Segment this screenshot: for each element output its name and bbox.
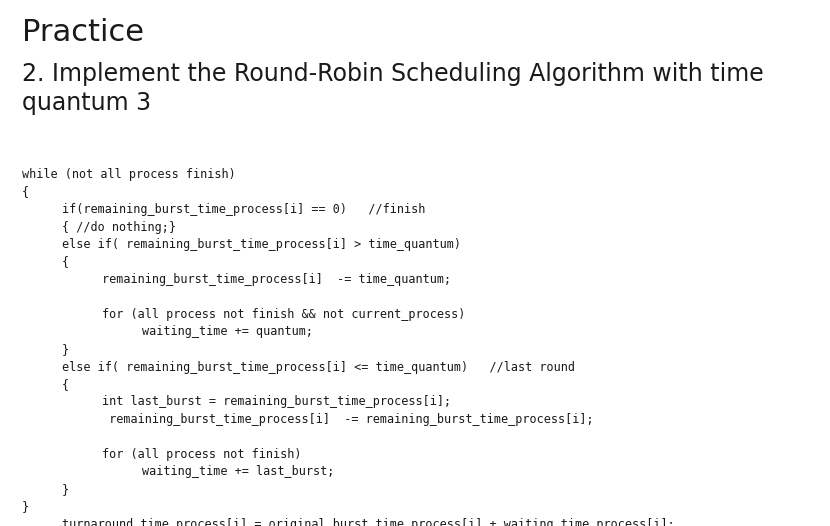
Text: remaining_burst_time_process[i]  -= remaining_burst_time_process[i];: remaining_burst_time_process[i] -= remai… (102, 413, 593, 426)
Text: for (all process not finish): for (all process not finish) (102, 448, 301, 461)
Text: for (all process not finish && not current_process): for (all process not finish && not curre… (102, 308, 466, 321)
Text: }: } (62, 483, 69, 496)
Text: int last_burst = remaining_burst_time_process[i];: int last_burst = remaining_burst_time_pr… (102, 396, 452, 409)
Text: waiting_time += last_burst;: waiting_time += last_burst; (142, 466, 334, 479)
Text: else if( remaining_burst_time_process[i] > time_quantum): else if( remaining_burst_time_process[i]… (62, 238, 461, 251)
Text: {: { (62, 256, 69, 268)
Text: Practice: Practice (22, 18, 144, 47)
Text: }: } (62, 343, 69, 356)
Text: else if( remaining_burst_time_process[i] <= time_quantum)   //last round: else if( remaining_burst_time_process[i]… (62, 360, 575, 373)
Text: { //do nothing;}: { //do nothing;} (62, 220, 176, 234)
Text: 2. Implement the Round-Robin Scheduling Algorithm with time
quantum 3: 2. Implement the Round-Robin Scheduling … (22, 62, 764, 115)
Text: while (not all process finish): while (not all process finish) (22, 168, 236, 181)
Text: {: { (22, 186, 29, 198)
Text: remaining_burst_time_process[i]  -= time_quantum;: remaining_burst_time_process[i] -= time_… (102, 273, 452, 286)
Text: waiting_time += quantum;: waiting_time += quantum; (142, 326, 313, 339)
Text: if(remaining_burst_time_process[i] == 0)   //finish: if(remaining_burst_time_process[i] == 0)… (62, 203, 425, 216)
Text: }: } (22, 501, 29, 513)
Text: {: { (62, 378, 69, 391)
Text: turnaround_time_process[i] = original_burst_time_process[i] + waiting_time_proce: turnaround_time_process[i] = original_bu… (62, 518, 675, 526)
